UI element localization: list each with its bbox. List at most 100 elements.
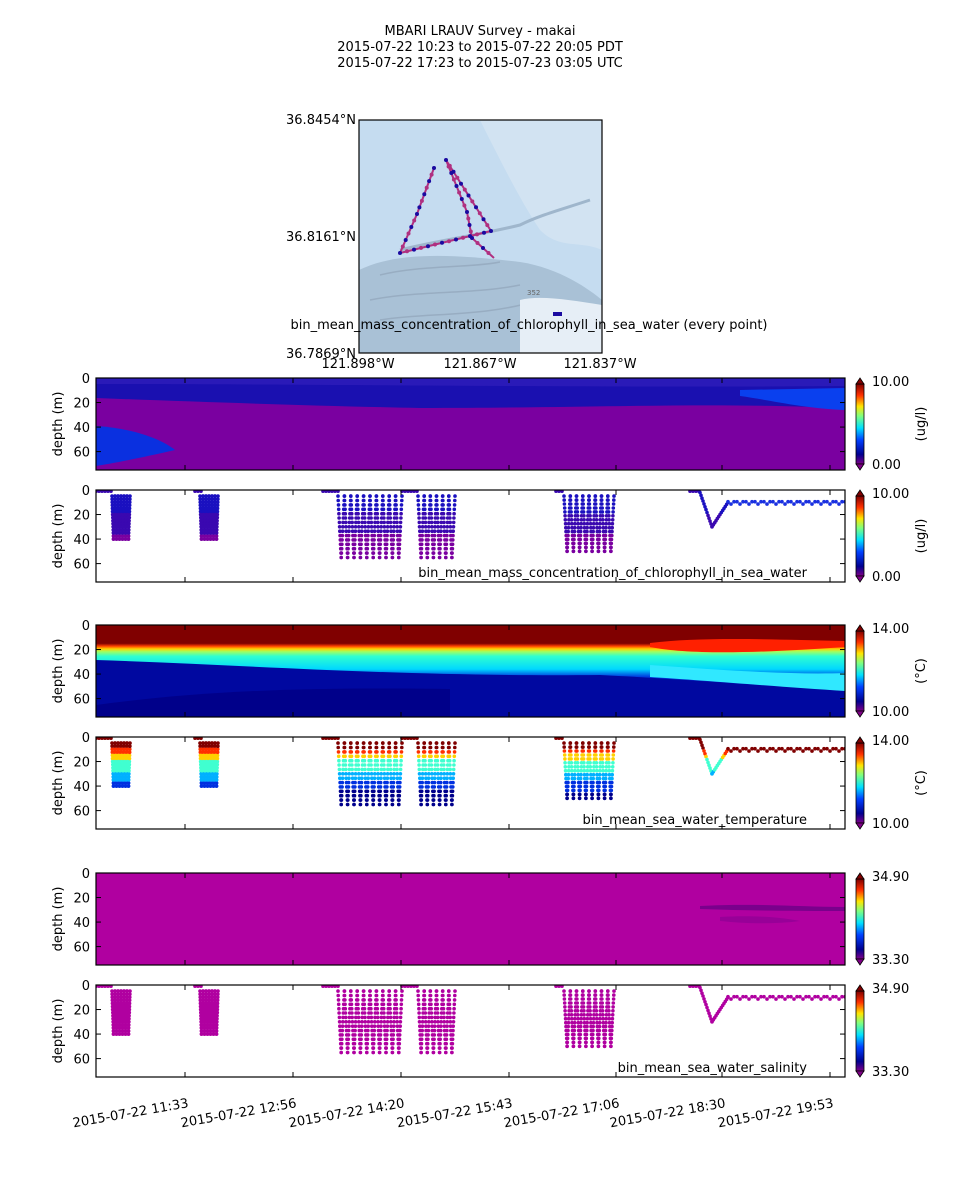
data-point [370, 776, 374, 780]
data-point [420, 772, 425, 776]
data-point [355, 745, 360, 750]
data-point [807, 994, 811, 999]
data-point [357, 1020, 361, 1024]
data-point [422, 989, 427, 993]
data-point [347, 776, 351, 780]
data-point [382, 1011, 386, 1015]
colorbar-units: (°C) [914, 770, 929, 796]
data-point [780, 994, 784, 999]
data-point [406, 737, 410, 741]
data-point [425, 793, 430, 798]
data-point [372, 1024, 377, 1028]
data-point [343, 754, 347, 759]
data-point [813, 994, 817, 999]
data-point [450, 1046, 454, 1050]
data-point [349, 998, 354, 1002]
data-point [394, 1006, 399, 1011]
data-point [576, 1013, 580, 1017]
data-point [427, 525, 431, 529]
data-point [116, 989, 120, 993]
data-point [369, 767, 374, 772]
data-point [120, 1026, 125, 1030]
data-point [397, 798, 401, 802]
data-point [576, 521, 580, 526]
data-point [453, 993, 457, 998]
data-point [205, 534, 210, 538]
data-point [792, 749, 796, 753]
colorbar [855, 878, 865, 960]
data-point [708, 766, 712, 770]
data-point [606, 502, 610, 506]
data-point [444, 793, 449, 798]
data-point [435, 503, 439, 507]
data-point [365, 789, 370, 794]
data-point [373, 525, 377, 529]
data-point [346, 546, 350, 551]
data-point [395, 525, 400, 529]
data-point [370, 529, 374, 533]
data-point [810, 502, 814, 506]
track-point [466, 193, 471, 198]
data-point [362, 750, 366, 754]
data-point [422, 494, 427, 498]
data-point [579, 521, 583, 526]
data-point [450, 1037, 455, 1042]
data-point [127, 1004, 132, 1009]
data-point [419, 1037, 424, 1042]
data-point [397, 802, 401, 807]
data-point [428, 993, 433, 998]
data-point [201, 747, 205, 752]
colorbar-extend-max [855, 377, 865, 385]
data-point [447, 754, 452, 759]
data-point [610, 765, 615, 769]
data-point [379, 1020, 384, 1024]
data-point [365, 546, 370, 551]
data-point [215, 515, 220, 520]
data-point [828, 997, 832, 1001]
data-point [349, 511, 354, 516]
data-point [399, 1002, 404, 1007]
track-point [468, 229, 473, 234]
data-point [438, 785, 443, 789]
colorbar-min-label: 0.00 [872, 458, 901, 473]
data-point [127, 756, 132, 761]
data-point [612, 745, 616, 749]
vehicle-track-points [398, 158, 493, 255]
data-point [417, 1011, 421, 1015]
data-point [346, 1028, 351, 1033]
data-point [382, 1020, 387, 1024]
data-point [415, 490, 419, 494]
data-point [127, 528, 131, 532]
data-point [572, 772, 577, 777]
data-point [193, 737, 197, 741]
data-point [350, 529, 355, 533]
data-point [423, 758, 427, 763]
data-point [350, 767, 355, 772]
data-point [606, 753, 611, 757]
data-point [453, 494, 457, 498]
data-point [557, 985, 561, 989]
data-point [603, 1032, 608, 1037]
data-point [111, 1029, 116, 1033]
data-point [607, 1013, 611, 1017]
data-point [378, 1028, 383, 1033]
data-point [375, 758, 380, 763]
data-point [434, 498, 439, 503]
data-point [362, 507, 367, 512]
plot-frame [95, 489, 846, 583]
data-point [362, 758, 367, 763]
data-point [388, 1015, 393, 1020]
data-point [336, 494, 340, 498]
data-point [597, 1028, 602, 1033]
data-point [110, 494, 114, 498]
data-point [368, 993, 373, 998]
data-point [419, 1050, 423, 1055]
data-point [355, 503, 360, 507]
data-point [373, 1015, 377, 1020]
panel-plot-area [96, 737, 845, 807]
data-point [215, 772, 219, 776]
data-point [211, 784, 216, 788]
data-point [588, 1013, 593, 1017]
data-point [582, 1020, 587, 1025]
data-point [362, 1002, 367, 1007]
